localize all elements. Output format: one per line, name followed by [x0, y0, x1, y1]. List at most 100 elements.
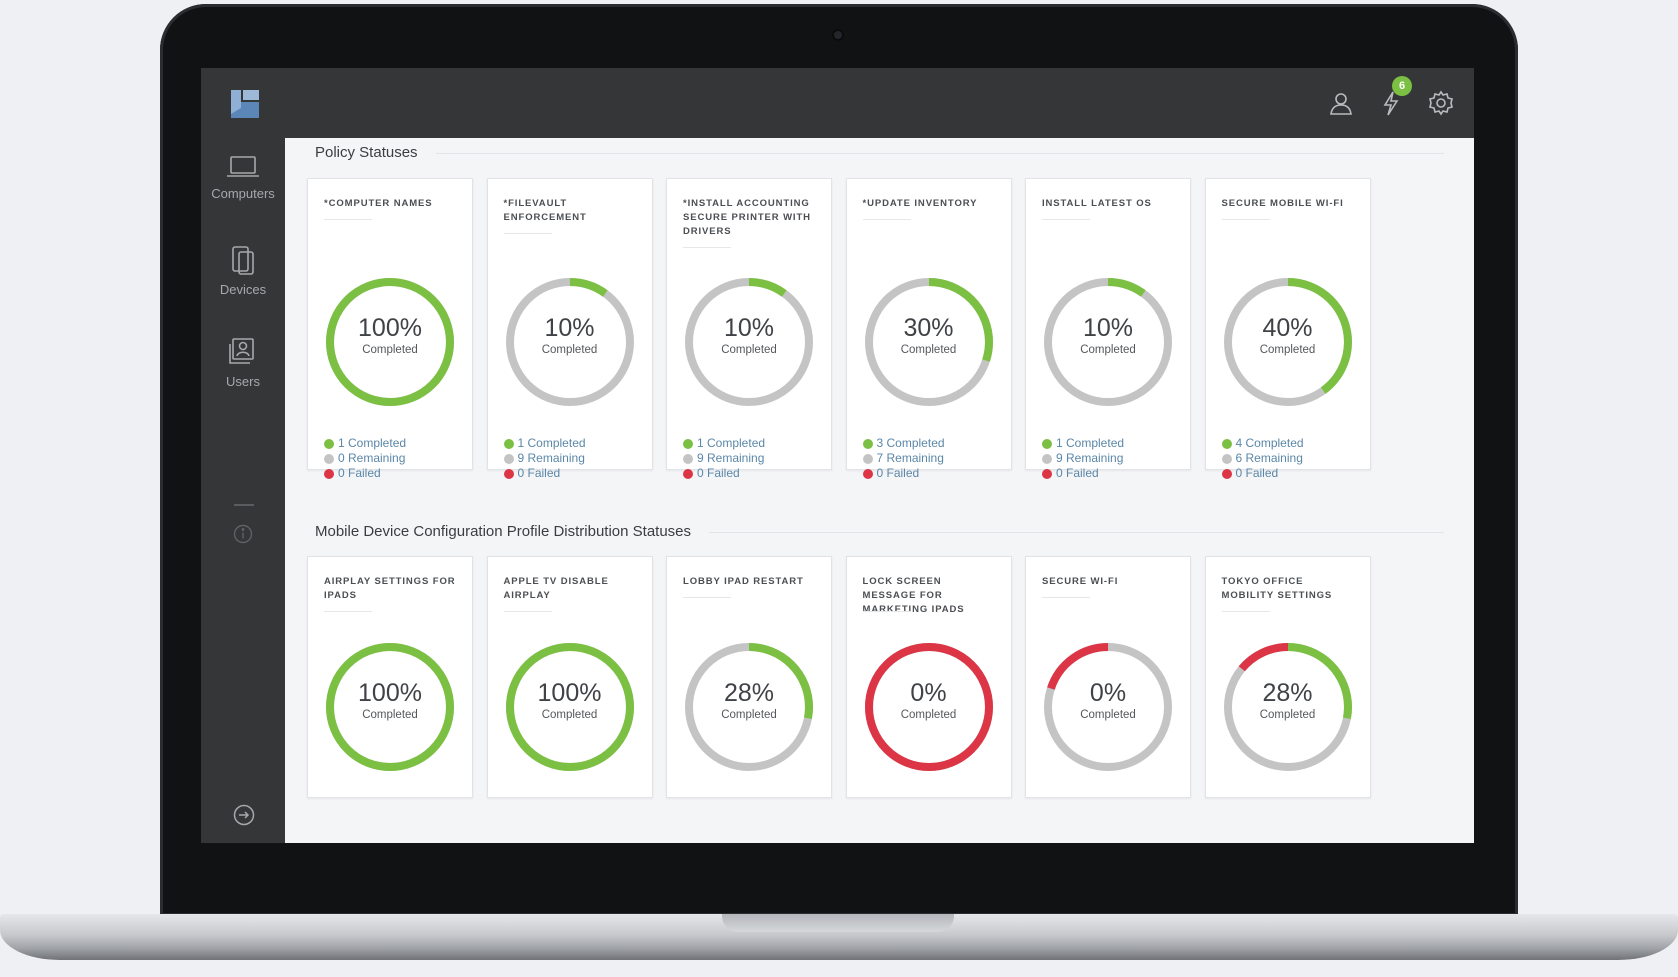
status-card[interactable]: Lock Screen Message for Marketing iPads 0… [845, 556, 1012, 798]
status-card[interactable]: *FileVault Enforcement 10% Completed 1 Comp… [486, 178, 653, 480]
legend-completed[interactable]: 3 Completed [862, 436, 945, 451]
user-icon[interactable] [1328, 90, 1354, 116]
ring-completed-arc [685, 643, 813, 771]
status-card[interactable]: Install Latest OS 10% Completed 1 Completed… [1025, 178, 1191, 480]
users-icon [229, 338, 254, 364]
card-title-divider [862, 611, 911, 612]
status-legend: 3 Completed 7 Remaining 0 Failed [862, 436, 945, 481]
percent-label: Completed [541, 344, 598, 356]
card-title-divider [503, 611, 552, 612]
legend-failed[interactable]: 0 Failed [503, 466, 586, 481]
legend-failed[interactable]: 0 Failed [1042, 466, 1124, 481]
card-title: Lobby iPad Restart [683, 576, 804, 587]
gear-icon[interactable] [1428, 90, 1454, 116]
progress-ring [1220, 274, 1356, 410]
legend-remaining-label: 9 Remaining [517, 451, 585, 465]
progress-ring [1040, 274, 1176, 410]
status-legend: 1 Completed 9 Remaining 0 Failed [503, 436, 586, 481]
legend-remaining[interactable]: 9 Remaining [503, 451, 586, 466]
legend-completed[interactable]: 4 Completed [1221, 436, 1304, 451]
legend-failed[interactable]: 0 Failed [862, 466, 945, 481]
percent-value: 10% [723, 314, 775, 342]
card-title: Lock Screen Message for Marketing iPads [862, 576, 965, 615]
percent-value: 10% [1082, 314, 1134, 342]
legend-completed-label: 1 Completed [517, 436, 586, 450]
card-title-divider [683, 247, 731, 248]
sidebar-item-label: Computers [211, 186, 275, 201]
legend-failed[interactable]: 0 Failed [324, 466, 406, 481]
percent-value: 100% [358, 679, 422, 707]
legend-completed-label: 1 Completed [1056, 436, 1125, 450]
percent-value: 28% [1262, 679, 1313, 707]
status-card[interactable]: *Computer Names 100% Completed 1 Completed 0… [307, 178, 473, 480]
status-card[interactable]: Secure Wi-Fi 0% Completed [1025, 556, 1191, 798]
percent-value: 30% [903, 314, 954, 342]
legend-remaining[interactable]: 7 Remaining [862, 451, 945, 466]
camera-icon [832, 29, 844, 41]
card-title: Apple TV Disable AirPlay [503, 576, 609, 601]
status-card[interactable]: Secure Mobile Wi-Fi 40% Completed 4 Complet… [1204, 178, 1371, 480]
card-title-divider [1221, 219, 1270, 220]
status-card[interactable]: Apple TV Disable AirPlay 100% Completed [486, 556, 653, 798]
remaining-dot-icon [1221, 453, 1232, 464]
card-title: Tokyo Office Mobility Settings [1221, 576, 1333, 601]
legend-completed-label: 4 Completed [1235, 436, 1304, 450]
logout-arrow-icon[interactable] [233, 804, 255, 826]
legend-completed-label: 1 Completed [338, 436, 407, 450]
laptop-notch [722, 914, 954, 932]
completed-dot-icon [324, 438, 334, 449]
main-content: Policy Statuses *Computer Names 100% Compl… [285, 138, 1474, 843]
card-title: *FileVault Enforcement [503, 198, 587, 223]
failed-dot-icon [1221, 468, 1232, 479]
legend-remaining[interactable]: 0 Remaining [324, 451, 406, 466]
section-title-policy: Policy Statuses [315, 144, 436, 161]
percent-label: Completed [362, 344, 418, 356]
card-title: *Computer Names [324, 198, 433, 209]
status-card[interactable]: *Update Inventory 30% Completed 3 Completed… [845, 178, 1012, 480]
card-title-divider [1042, 597, 1090, 598]
legend-failed-label: 0 Failed [1235, 466, 1279, 480]
legend-failed[interactable]: 0 Failed [1221, 466, 1304, 481]
percent-value: 28% [723, 679, 775, 707]
status-card[interactable]: Lobby iPad Restart 28% Completed [666, 556, 832, 798]
percent-label: Completed [721, 709, 777, 721]
card-title-divider [1042, 219, 1090, 220]
status-card[interactable]: Tokyo Office Mobility Settings 28% Complet… [1204, 556, 1371, 798]
legend-completed[interactable]: 1 Completed [1042, 436, 1124, 451]
percent-label: Completed [900, 709, 957, 721]
legend-remaining-label: 0 Remaining [338, 451, 406, 465]
notification-bolt-icon[interactable]: 6 [1378, 76, 1412, 116]
sidebar-item-users[interactable]: Users [201, 336, 285, 389]
legend-remaining[interactable]: 9 Remaining [683, 451, 765, 466]
section-title-mobile: Mobile Device Configuration Profile Dist… [315, 523, 710, 540]
legend-completed-label: 1 Completed [697, 436, 766, 450]
legend-completed-label: 3 Completed [876, 436, 945, 450]
legend-remaining[interactable]: 6 Remaining [1221, 451, 1304, 466]
info-icon[interactable] [233, 524, 253, 544]
status-card[interactable]: AirPlay Settings for iPads 100% Completed [307, 556, 473, 798]
top-bar: 6 [201, 68, 1474, 138]
card-title: *Update Inventory [862, 198, 978, 209]
legend-completed[interactable]: 1 Completed [503, 436, 586, 451]
legend-completed[interactable]: 1 Completed [683, 436, 765, 451]
percent-value: 10% [544, 314, 595, 342]
failed-dot-icon [683, 468, 693, 479]
ring-completed-arc [685, 278, 813, 406]
progress-ring [681, 274, 817, 410]
completed-dot-icon [683, 438, 693, 449]
sidebar-item-devices[interactable]: Devices [201, 244, 285, 297]
remaining-dot-icon [1042, 453, 1052, 464]
legend-remaining-label: 9 Remaining [1056, 451, 1124, 465]
legend-remaining-label: 7 Remaining [876, 451, 944, 465]
percent-label: Completed [1080, 344, 1136, 356]
legend-remaining[interactable]: 9 Remaining [1042, 451, 1124, 466]
sidebar-item-computers[interactable]: Computers [201, 154, 285, 201]
jamf-logo[interactable] [229, 88, 261, 120]
legend-completed[interactable]: 1 Completed [324, 436, 406, 451]
status-card[interactable]: *Install Accounting Secure Printer with … [666, 178, 832, 480]
remaining-dot-icon [862, 453, 873, 464]
legend-failed[interactable]: 0 Failed [683, 466, 765, 481]
ring-failed-arc [864, 643, 993, 771]
percent-value: 0% [910, 679, 947, 707]
card-title-divider [862, 219, 911, 220]
